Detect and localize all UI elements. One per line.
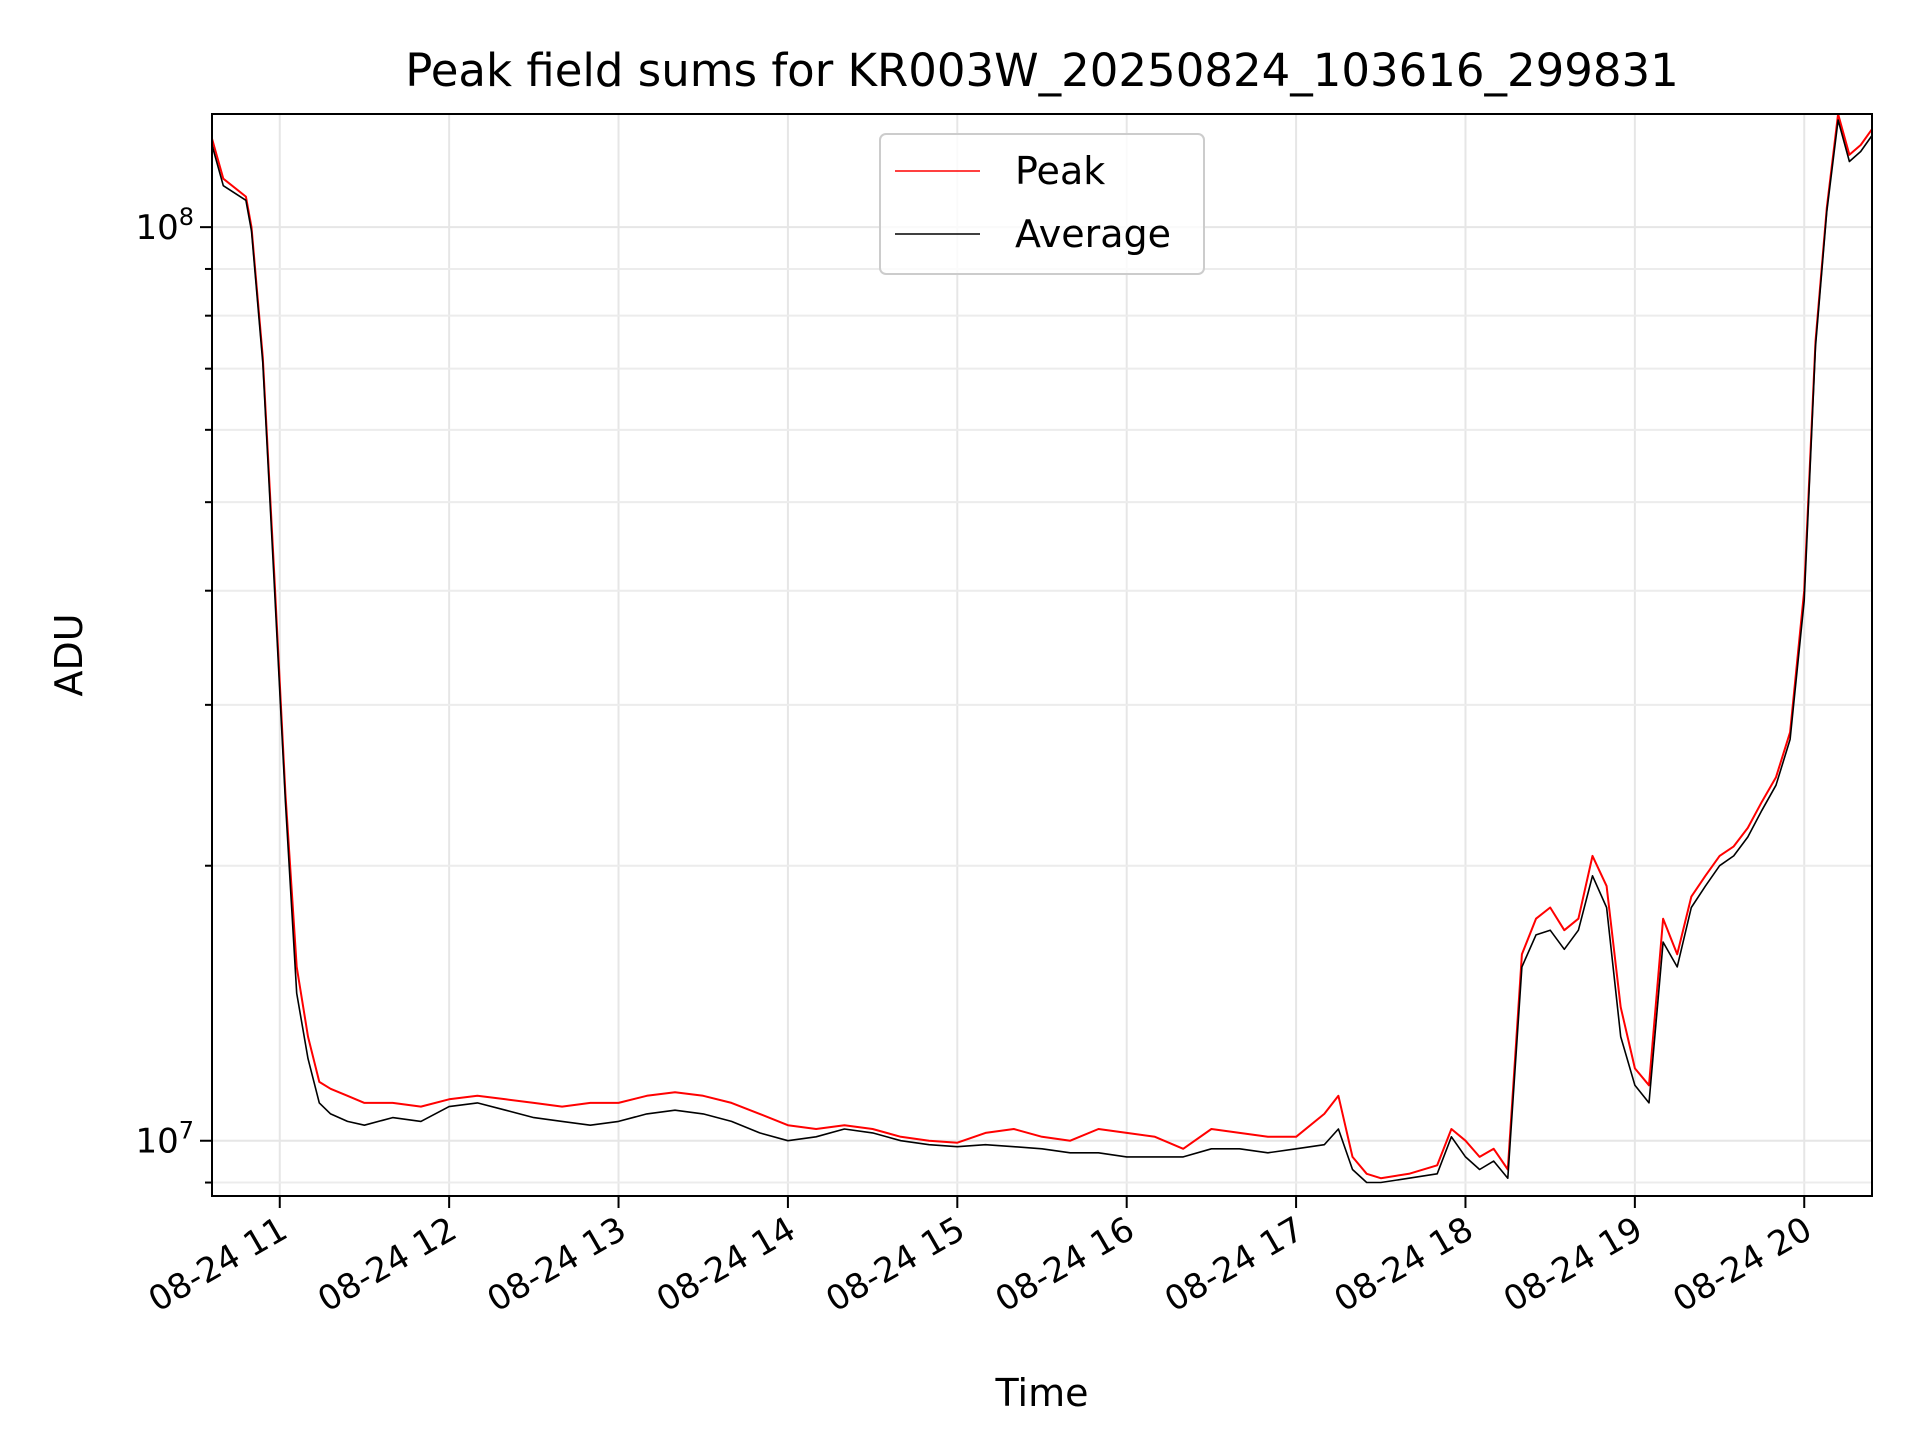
y-tick-label: 107 — [135, 1117, 194, 1162]
legend-label-peak: Peak — [1015, 149, 1105, 193]
x-axis-label: Time — [995, 1371, 1089, 1415]
legend-box — [879, 133, 1205, 275]
chart-title: Peak field sums for KR003W_20250824_1036… — [405, 44, 1679, 97]
y-tick-label: 108 — [135, 203, 194, 248]
legend-label-average: Average — [1015, 212, 1171, 256]
series-line-peak — [211, 113, 1873, 1180]
y-axis-label: ADU — [47, 613, 91, 696]
legend: Peak Average — [879, 133, 1205, 275]
y-axis: 107 108 — [135, 203, 212, 1184]
series-line-average — [211, 119, 1873, 1184]
plot-frame — [211, 113, 1873, 1197]
grid — [212, 114, 1872, 1196]
series-layer — [211, 113, 1873, 1184]
